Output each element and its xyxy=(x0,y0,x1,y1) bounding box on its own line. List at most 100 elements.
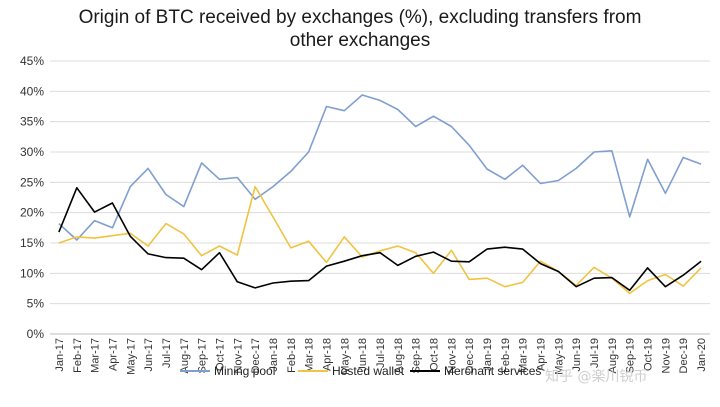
data-point xyxy=(379,99,381,101)
x-tick-label: May-18 xyxy=(339,338,351,375)
data-point xyxy=(664,273,666,275)
data-point xyxy=(522,164,524,166)
data-point xyxy=(218,245,220,247)
x-tick-label: Jan-19 xyxy=(482,338,494,372)
series-lines xyxy=(58,94,702,295)
data-point xyxy=(629,292,631,294)
x-tick-label: Apr-19 xyxy=(536,338,548,371)
legend-label: Mining pool xyxy=(214,364,275,378)
x-tick-label: Nov-18 xyxy=(446,338,458,373)
x-tick-label: Dec-18 xyxy=(464,338,476,373)
x-tick-label: Jun-18 xyxy=(357,338,369,372)
data-point xyxy=(58,222,60,224)
data-point xyxy=(183,257,185,259)
x-tick-label: Dec-19 xyxy=(678,338,690,373)
data-point xyxy=(700,260,702,262)
data-point xyxy=(575,167,577,169)
data-point xyxy=(504,246,506,248)
data-point xyxy=(254,185,256,187)
data-point xyxy=(414,125,416,127)
x-tick-label: Jan-17 xyxy=(54,338,66,372)
series-line xyxy=(58,187,702,292)
data-point xyxy=(76,239,78,241)
data-point xyxy=(218,252,220,254)
data-point xyxy=(700,267,702,269)
x-tick-label: May-17 xyxy=(125,338,137,375)
legend-label: Merchant services xyxy=(444,364,541,378)
data-point xyxy=(450,260,452,262)
data-point xyxy=(58,231,60,233)
chart-title-line-1: Origin of BTC received by exchanges (%),… xyxy=(79,7,642,28)
data-point xyxy=(272,185,274,187)
data-point xyxy=(111,235,113,237)
y-tick-label: 25% xyxy=(20,175,44,189)
x-tick-label: Jan-18 xyxy=(268,338,280,372)
x-tick-label: Sep-17 xyxy=(197,338,209,373)
data-point xyxy=(165,256,167,258)
series-mining-pool xyxy=(58,94,702,241)
data-point xyxy=(165,222,167,224)
x-tick-label: Feb-18 xyxy=(286,338,298,373)
data-point xyxy=(504,178,506,180)
x-tick-label: Apr-17 xyxy=(107,338,119,371)
data-point xyxy=(111,202,113,204)
data-point xyxy=(432,272,434,274)
y-tick-label: 30% xyxy=(20,145,44,159)
data-point xyxy=(664,192,666,194)
data-point xyxy=(325,105,327,107)
data-point xyxy=(593,277,595,279)
data-point xyxy=(539,182,541,184)
data-point xyxy=(522,281,524,283)
x-tick-label: Sep-18 xyxy=(411,338,423,373)
legend-item: Merchant services xyxy=(410,364,541,378)
x-tick-label: Mar-18 xyxy=(304,338,316,373)
data-point xyxy=(254,198,256,200)
data-point xyxy=(379,252,381,254)
y-tick-label: 40% xyxy=(20,84,44,98)
data-point xyxy=(236,176,238,178)
data-point xyxy=(325,265,327,267)
x-tick-label: Sep-19 xyxy=(625,338,637,373)
x-tick-label: Oct-19 xyxy=(643,338,655,371)
data-point xyxy=(593,266,595,268)
data-point xyxy=(76,187,78,189)
data-point xyxy=(290,170,292,172)
data-point xyxy=(539,262,541,264)
data-point xyxy=(236,254,238,256)
data-point xyxy=(361,94,363,96)
data-point xyxy=(432,115,434,117)
y-tick-label: 15% xyxy=(20,236,44,250)
data-point xyxy=(700,163,702,165)
data-point xyxy=(468,144,470,146)
data-point xyxy=(432,251,434,253)
data-point xyxy=(200,162,202,164)
data-point xyxy=(183,233,185,235)
data-point xyxy=(165,193,167,195)
legend-item: Hosted wallet xyxy=(298,364,405,378)
x-tick-label: Feb-19 xyxy=(500,338,512,373)
data-point xyxy=(414,255,416,257)
x-tick-label: May-19 xyxy=(553,338,565,375)
data-point xyxy=(646,267,648,269)
legend: Mining pool Hosted wallet Merchant service… xyxy=(180,364,541,378)
x-tick-label: Aug-17 xyxy=(179,338,191,373)
data-point xyxy=(147,253,149,255)
x-tick-label: Jun-17 xyxy=(143,338,155,372)
y-tick-label: 35% xyxy=(20,115,44,129)
series-line xyxy=(58,185,702,295)
data-point xyxy=(200,268,202,270)
data-point xyxy=(646,158,648,160)
data-point xyxy=(111,227,113,229)
x-tick-label: Dec-17 xyxy=(250,338,262,373)
data-point xyxy=(93,219,95,221)
data-point xyxy=(414,252,416,254)
data-point xyxy=(575,285,577,287)
data-point xyxy=(629,216,631,218)
x-tick-label: Jun-19 xyxy=(571,338,583,372)
data-point xyxy=(58,242,60,244)
data-point xyxy=(272,216,274,218)
x-tick-label: Oct-17 xyxy=(214,338,226,371)
data-point xyxy=(343,260,345,262)
x-tick-label: Nov-19 xyxy=(660,338,672,373)
legend-label: Hosted wallet xyxy=(332,364,405,378)
